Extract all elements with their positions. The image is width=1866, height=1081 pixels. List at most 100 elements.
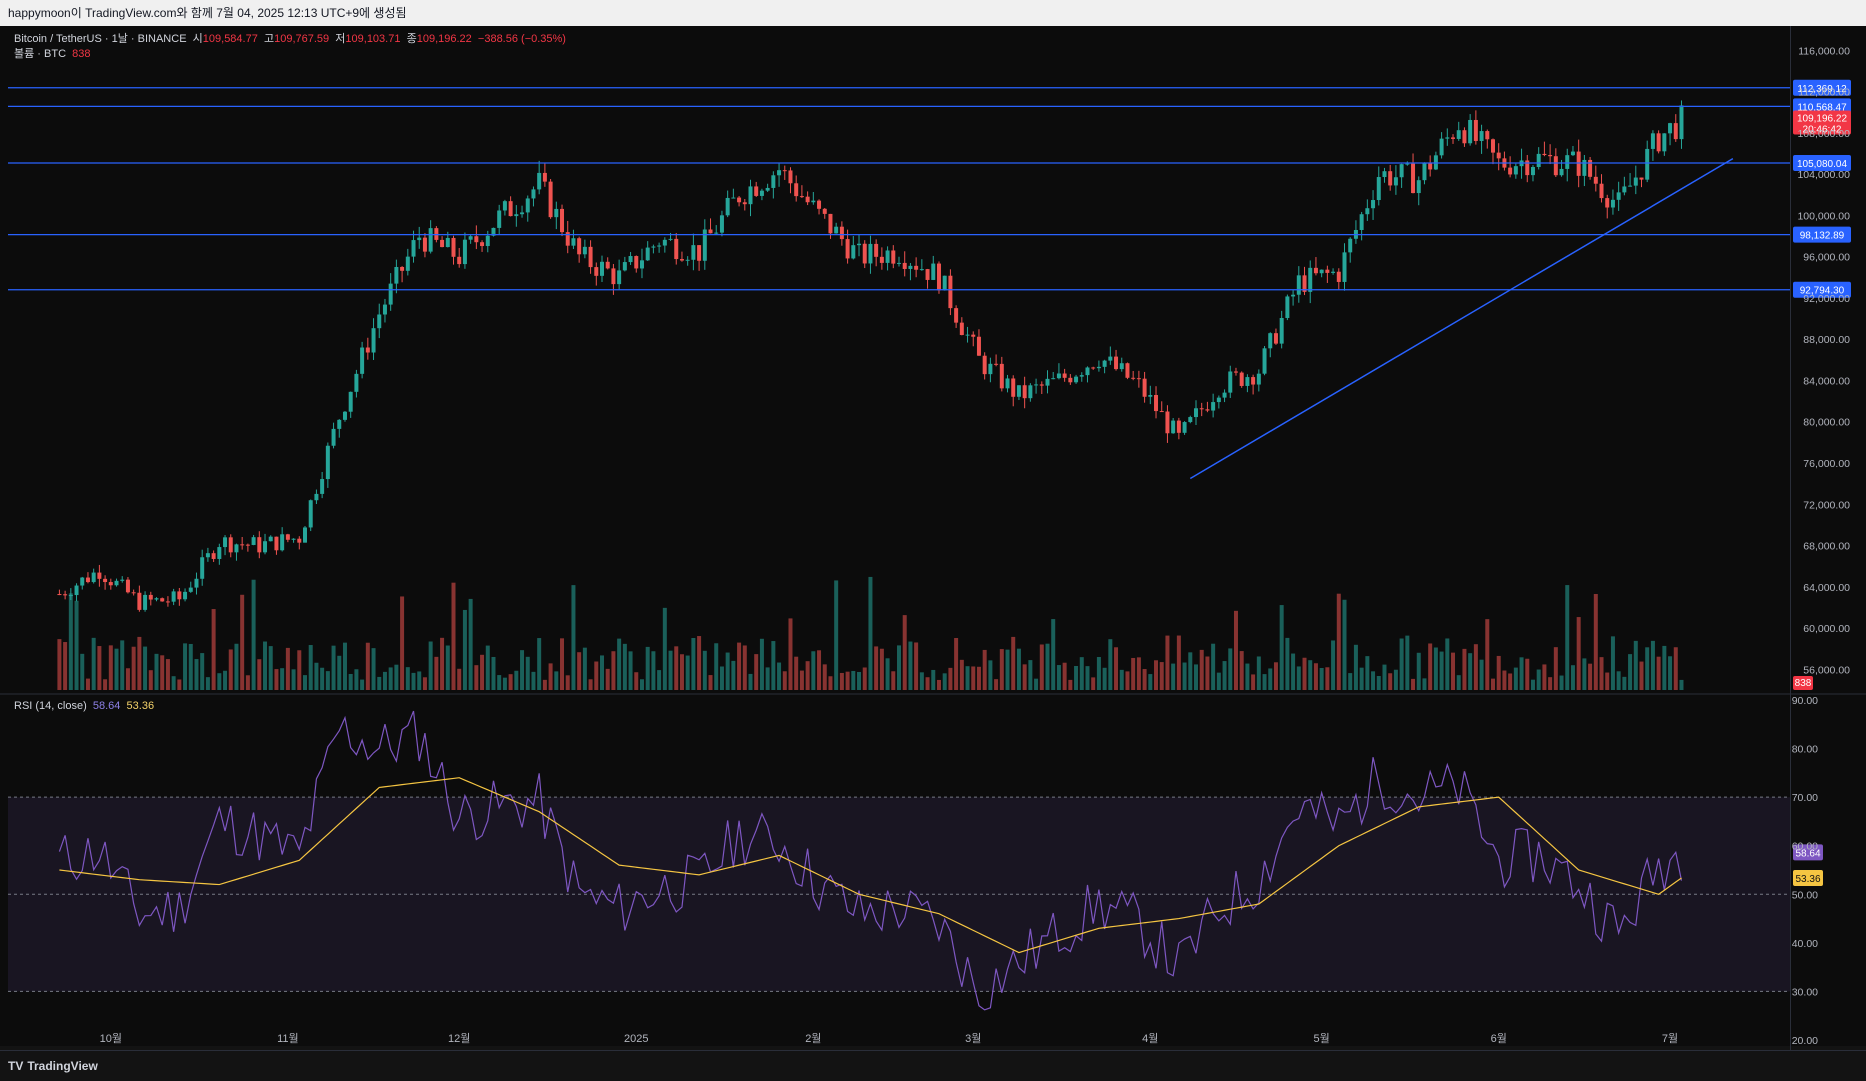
volume-bar	[554, 671, 559, 690]
candle-body	[897, 262, 901, 264]
candle-body	[1656, 133, 1661, 152]
volume-bar	[1011, 636, 1016, 690]
candle-body	[759, 190, 764, 196]
candle-body	[1188, 417, 1193, 423]
candle-body	[1605, 198, 1610, 208]
volume-bar	[617, 638, 622, 690]
candle-body	[1256, 373, 1261, 385]
volume-layer	[57, 576, 1684, 690]
volume-bar	[1542, 664, 1547, 690]
volume-bar	[737, 642, 742, 690]
volume-bar	[1616, 671, 1621, 690]
volume-bar	[1119, 669, 1124, 690]
volume-bar	[651, 651, 656, 690]
volume-bar	[485, 645, 490, 690]
candle-body	[537, 172, 542, 190]
volume-bar	[925, 677, 930, 690]
rsi-layer: 58.64 53.36	[8, 710, 1823, 1011]
rsi-value-box	[1793, 844, 1823, 861]
volume-bar	[588, 679, 593, 690]
level-label-box	[1793, 154, 1851, 171]
volume-bar	[948, 667, 953, 690]
candle-body	[1588, 159, 1593, 177]
volume-bar	[828, 676, 833, 690]
volume-bar	[1308, 660, 1313, 690]
candle-body	[959, 322, 964, 335]
volume-bar	[1451, 652, 1456, 690]
candle-body	[74, 585, 79, 596]
candle-body	[240, 544, 245, 546]
candle-body	[360, 347, 365, 374]
volume-bar	[1559, 675, 1564, 690]
volume-bar	[874, 646, 879, 690]
candle-body	[485, 235, 490, 247]
candle-body	[611, 268, 616, 285]
candle-body	[600, 261, 604, 276]
volume-bar	[976, 666, 981, 690]
candle-body	[771, 175, 776, 188]
candle-body	[1542, 153, 1547, 156]
volume-bar	[291, 669, 296, 690]
volume-bar	[1473, 644, 1478, 690]
volume-bar	[662, 607, 667, 690]
volume-bar	[634, 672, 639, 690]
tradingview-logo-icon: TV	[8, 1059, 24, 1073]
x-tick-label: 2025	[624, 1033, 648, 1045]
candle-body	[468, 236, 473, 240]
volume-bar	[1439, 651, 1444, 690]
volume-bar	[1199, 649, 1204, 690]
candle-body	[388, 283, 393, 305]
high-value: 109,767.59	[274, 33, 330, 45]
open-value: 109,584.77	[202, 33, 258, 45]
candle-body	[731, 197, 736, 199]
level-label-box	[1793, 79, 1851, 96]
candle-body	[57, 594, 62, 596]
chart-area[interactable]: 112,369.12 110,568.47 105,080.04 98,132.89 9…	[0, 26, 1866, 1046]
volume-bar	[1359, 667, 1364, 690]
candle-body	[1565, 155, 1570, 169]
candle-body	[777, 170, 782, 176]
candle-body	[1616, 192, 1621, 200]
volume-bar	[1051, 619, 1056, 690]
candle-body	[1074, 376, 1079, 383]
candle-body	[954, 308, 959, 323]
ascending-trendline	[1189, 158, 1734, 480]
tradingview-brand[interactable]: TV TradingView	[8, 1059, 98, 1073]
candle-body	[1416, 180, 1421, 194]
volume-bar	[1068, 679, 1073, 690]
volume-bar	[200, 653, 205, 690]
volume-bar	[108, 645, 113, 690]
candle-body	[982, 355, 987, 375]
volume-bar	[679, 654, 684, 690]
volume-bar	[1411, 678, 1416, 690]
volume-bar	[1273, 662, 1278, 690]
volume-bar	[445, 645, 450, 690]
candle-body	[1302, 275, 1307, 292]
last-volume-label: 838	[1795, 678, 1812, 689]
chart-svg[interactable]: 112,369.12 110,568.47 105,080.04 98,132.89 9…	[0, 26, 1866, 1046]
candle-body	[1062, 373, 1067, 378]
volume-bar	[605, 668, 610, 690]
candle-body	[445, 237, 450, 248]
volume-bar	[834, 580, 839, 690]
ohlc-legend: Bitcoin / TetherUS · 1날 · BINANCE 시109,5…	[14, 30, 566, 46]
candle-body	[645, 247, 650, 261]
candle-body	[1154, 394, 1159, 412]
volume-bar	[582, 647, 587, 690]
volume-bar	[1114, 647, 1119, 690]
volume-bar	[1222, 661, 1227, 690]
volume-bar	[908, 641, 913, 690]
volume-bar	[85, 678, 90, 690]
volume-bar	[1319, 668, 1324, 690]
volume-bar	[411, 672, 416, 690]
candle-body	[183, 591, 188, 600]
volume-bar	[1016, 648, 1021, 690]
volume-bar	[537, 638, 542, 690]
volume-bar	[799, 670, 804, 690]
volume-bar	[1405, 635, 1410, 690]
price-tick-label: 76,000.00	[1803, 458, 1850, 470]
volume-bar	[1285, 637, 1290, 690]
candle-body	[805, 196, 810, 203]
candle-body	[1411, 163, 1416, 194]
candle-body	[257, 537, 262, 553]
